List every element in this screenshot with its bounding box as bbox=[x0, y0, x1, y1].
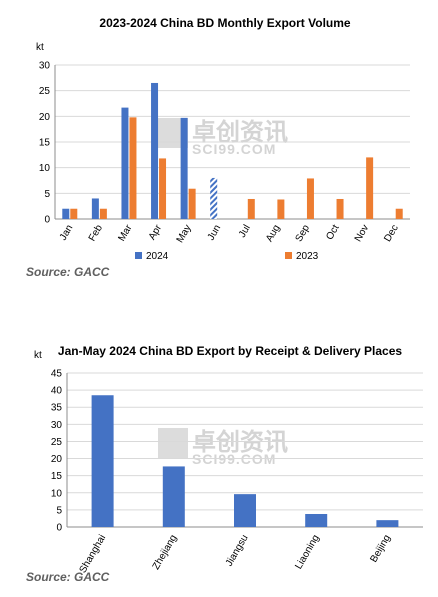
y-tick-label: 30 bbox=[51, 420, 63, 431]
bar bbox=[306, 178, 314, 219]
legend-swatch bbox=[135, 252, 142, 259]
chart1-plot: 0 5 10 15 20 25 30 Jan Feb Mar Apr May Jun Jul Aug Sep O… bbox=[39, 61, 410, 262]
y-tick-label: 40 bbox=[51, 386, 63, 397]
y-tick-label: 45 bbox=[51, 369, 63, 380]
x-tick-label: Apr bbox=[147, 222, 165, 242]
y-tick-label: 10 bbox=[51, 488, 63, 499]
legend-swatch bbox=[285, 252, 292, 259]
y-tick-label: 25 bbox=[39, 86, 51, 97]
y-tick-label: 15 bbox=[51, 471, 63, 482]
bar bbox=[395, 208, 403, 219]
x-tick-label: Shanghai bbox=[78, 533, 109, 575]
x-tick-label: Oct bbox=[324, 223, 341, 242]
x-tick-label: Jul bbox=[237, 223, 253, 240]
bar bbox=[91, 395, 114, 527]
bar bbox=[70, 208, 78, 219]
bar bbox=[188, 188, 196, 219]
x-tick-label: Feb bbox=[87, 223, 105, 244]
x-tick-label: Liaoning bbox=[293, 533, 321, 571]
bar bbox=[336, 198, 344, 219]
y-tick-label: 0 bbox=[44, 215, 50, 226]
bar bbox=[305, 513, 328, 527]
bar bbox=[121, 107, 129, 219]
bar bbox=[129, 117, 137, 219]
y-tick-label: 20 bbox=[51, 454, 63, 465]
x-tick-label: Beijing bbox=[368, 533, 393, 565]
y-tick-label: 30 bbox=[39, 61, 51, 72]
bar bbox=[151, 82, 159, 219]
legend-label: 2024 bbox=[146, 251, 169, 262]
watermark-logo-icon bbox=[158, 428, 188, 458]
x-tick-label: Jan bbox=[58, 223, 76, 242]
x-tick-label: Dec bbox=[382, 223, 400, 244]
y-tick-label: 5 bbox=[56, 505, 62, 516]
chart2-title: Jan-May 2024 China BD Export by Receipt … bbox=[58, 344, 402, 358]
watermark-cn-text: 卓创资讯 bbox=[192, 429, 288, 456]
chart1-unit-label: kt bbox=[36, 42, 44, 53]
x-tick-label: Jiangsu bbox=[224, 533, 251, 568]
bar bbox=[62, 208, 70, 219]
y-tick-label: 10 bbox=[39, 163, 51, 174]
y-tick-label: 15 bbox=[39, 138, 51, 149]
chart1-source: Source: GACC bbox=[26, 265, 110, 279]
bar bbox=[180, 117, 188, 219]
watermark-en-text: SCI99.COM bbox=[192, 141, 276, 157]
chart2-watermark: 卓创资讯 SCI99.COM bbox=[158, 428, 288, 467]
bar bbox=[91, 198, 99, 219]
bar bbox=[159, 158, 167, 219]
chart2-plot: 0 5 10 15 20 25 30 35 40 45 Shanghai Zhejiang Jiangs… bbox=[51, 369, 423, 575]
x-tick-label: Aug bbox=[264, 223, 282, 244]
y-tick-label: 5 bbox=[44, 189, 50, 200]
bar bbox=[210, 177, 218, 219]
bar bbox=[247, 198, 255, 219]
bar bbox=[99, 208, 107, 219]
bar bbox=[162, 466, 185, 527]
x-tick-label: Zhejiang bbox=[151, 533, 180, 572]
chart1-title: 2023-2024 China BD Monthly Export Volume bbox=[99, 16, 350, 30]
chart2-source: Source: GACC bbox=[26, 570, 110, 584]
bar bbox=[234, 494, 256, 527]
x-tick-label: Jun bbox=[206, 223, 224, 242]
legend-label: 2023 bbox=[296, 251, 319, 262]
chart1-watermark: 卓创资讯 SCI99.COM bbox=[158, 118, 288, 157]
bar bbox=[277, 199, 285, 219]
x-tick-label: May bbox=[175, 223, 194, 245]
chart2-unit-label: kt bbox=[34, 350, 42, 361]
bar bbox=[376, 520, 399, 527]
y-tick-label: 35 bbox=[51, 403, 63, 414]
x-tick-label: Sep bbox=[294, 223, 313, 244]
y-tick-label: 20 bbox=[39, 112, 51, 123]
x-tick-label: Mar bbox=[116, 222, 134, 243]
x-tick-label: Nov bbox=[353, 223, 371, 244]
y-tick-label: 25 bbox=[51, 437, 63, 448]
y-tick-label: 0 bbox=[56, 523, 62, 534]
bar bbox=[366, 157, 374, 219]
